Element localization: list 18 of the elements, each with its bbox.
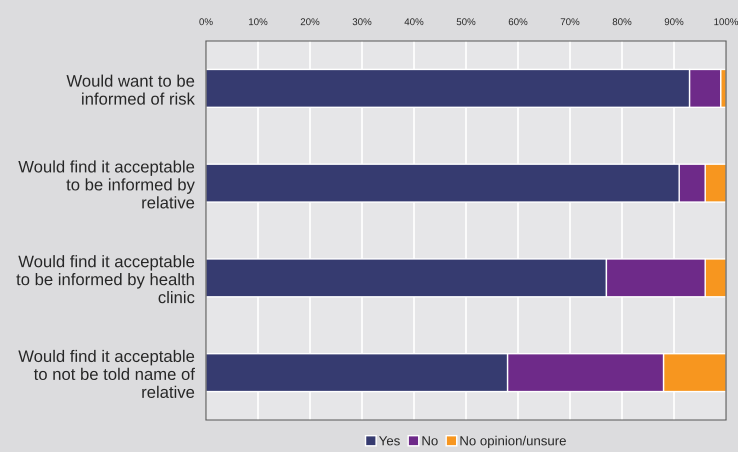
- x-tick-label: 40%: [404, 18, 424, 26]
- x-tick-label: 30%: [352, 18, 372, 26]
- x-tick-label: 10%: [249, 18, 268, 26]
- y-tick-label: Would find it acceptable to be informed by relative: [18, 160, 195, 208]
- x-tick-label: 70%: [560, 18, 580, 26]
- x-tick-label: 80%: [612, 18, 632, 26]
- x-tick-label: 60%: [508, 18, 528, 26]
- legend-label: Yes: [379, 436, 400, 446]
- legend-label: No opinion/unsure: [460, 436, 566, 448]
- y-tick-label: Would want to be informed of risk: [66, 74, 195, 105]
- x-tick-label: 90%: [664, 18, 684, 26]
- x-tick-label: 20%: [300, 18, 320, 26]
- y-tick-label: Would find it acceptable to be informed by health clinic: [16, 255, 194, 304]
- x-tick-label: 50%: [456, 18, 476, 26]
- x-tick-label: 100%: [714, 18, 738, 26]
- legend-label: No: [422, 436, 438, 446]
- x-tick-label: 0%: [199, 18, 213, 26]
- y-tick-label: Would find it acceptable to not be told name of relative: [18, 350, 195, 398]
